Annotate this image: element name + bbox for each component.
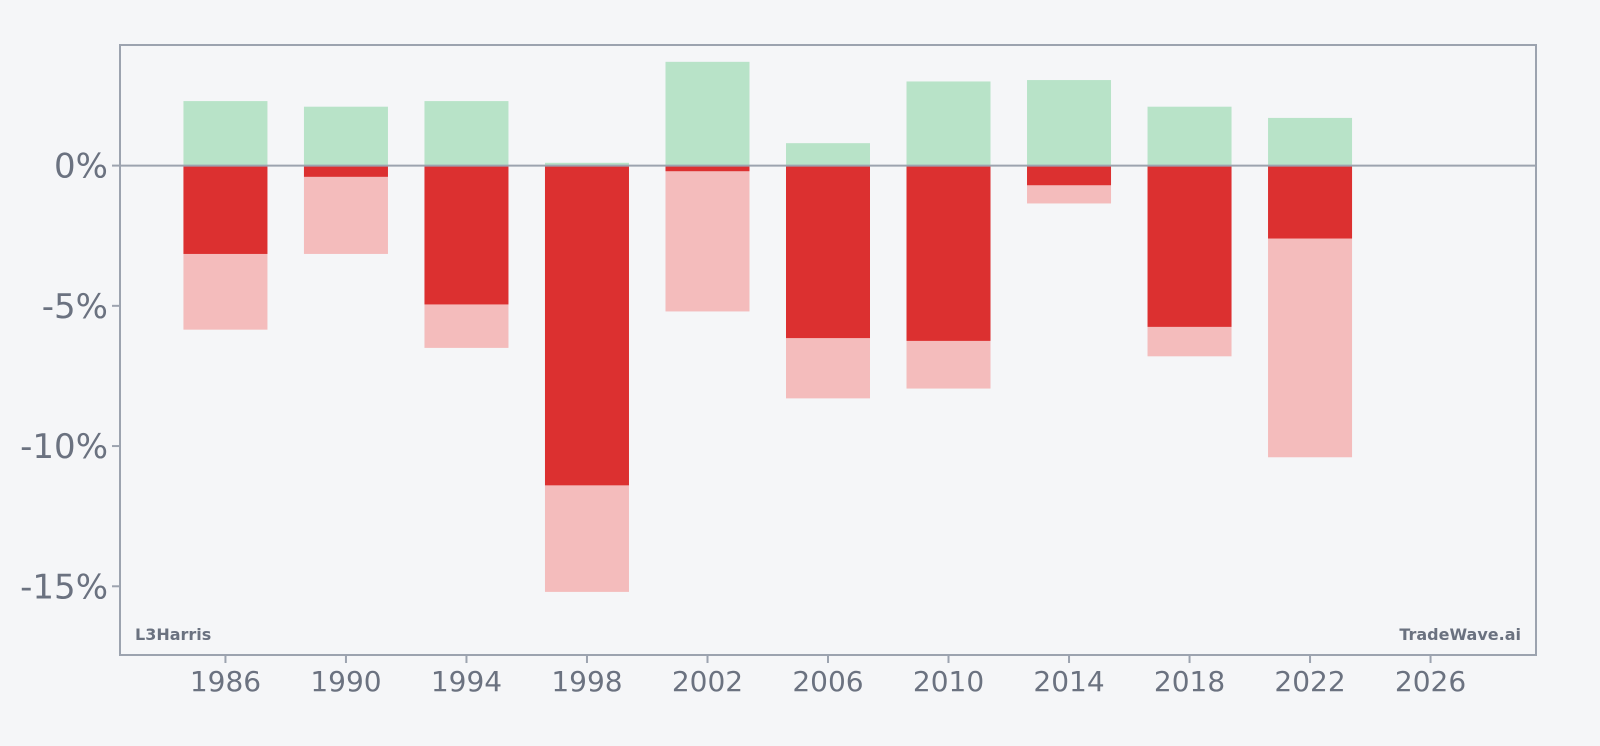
bar-lower-inner-2022 <box>1268 165 1353 239</box>
bar-lower-outer-1990 <box>303 165 388 254</box>
watermark-left: L3Harris <box>135 625 211 644</box>
bar-upper-2006 <box>786 143 870 166</box>
bar-lower-inner-1990 <box>303 165 388 177</box>
x-tick-label-1990: 1990 <box>310 665 381 698</box>
x-tick-label-2006: 2006 <box>792 665 863 698</box>
x-tick-label-2002: 2002 <box>672 665 743 698</box>
x-tick-label-2010: 2010 <box>913 665 984 698</box>
bar-upper-1986 <box>183 101 268 166</box>
bar-lower-inner-1998 <box>544 165 629 486</box>
bar-lower-inner-2014 <box>1027 165 1112 186</box>
bar-lower-inner-1986 <box>183 165 268 254</box>
bar-lower-inner-2002 <box>665 165 750 172</box>
y-axis: 0% -5% -10% -15% <box>20 147 120 607</box>
bar-lower-outer-2002 <box>665 165 750 312</box>
x-tick-label-1986: 1986 <box>190 665 261 698</box>
x-tick-label-1994: 1994 <box>431 665 502 698</box>
watermark-right: TradeWave.ai <box>1399 625 1521 644</box>
bar-lower-inner-1994 <box>424 165 509 305</box>
y-tick-label-2: -10% <box>20 427 108 467</box>
x-axis: 1986 1990 1994 1998 2002 2006 2010 2014 2018 2022… <box>190 655 1466 698</box>
bar-upper-2002 <box>665 61 750 166</box>
y-tick-label-1: -5% <box>42 287 108 327</box>
x-tick-label-2022: 2022 <box>1274 665 1345 698</box>
y-tick-label-3: -15% <box>20 567 108 607</box>
bar-upper-2010 <box>906 81 991 166</box>
bar-lower-inner-2010 <box>906 165 991 341</box>
bars-layer <box>183 61 1353 592</box>
bar-lower-inner-2006 <box>786 165 870 339</box>
bar-upper-1990 <box>303 106 388 166</box>
bar-lower-inner-2018 <box>1147 165 1232 327</box>
bar-upper-1998 <box>544 162 629 166</box>
bar-upper-2022 <box>1268 117 1353 166</box>
x-tick-label-2026: 2026 <box>1395 665 1466 698</box>
x-tick-label-1998: 1998 <box>551 665 622 698</box>
bar-upper-1994 <box>424 101 509 166</box>
y-tick-label-0: 0% <box>54 147 108 187</box>
x-tick-label-2014: 2014 <box>1033 665 1104 698</box>
bar-upper-2018 <box>1147 106 1232 166</box>
bar-upper-2014 <box>1027 80 1112 166</box>
x-tick-label-2018: 2018 <box>1154 665 1225 698</box>
